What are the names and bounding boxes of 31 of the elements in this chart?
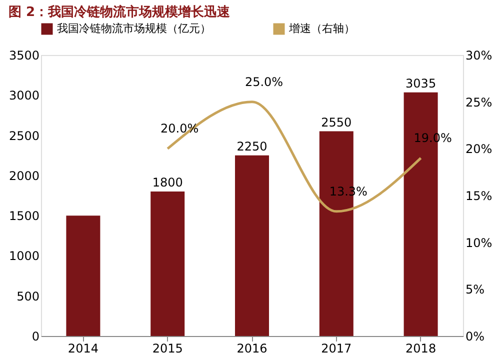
data-label: 2250 xyxy=(236,139,268,154)
data-label: 1800 xyxy=(152,175,183,190)
y-tick-label: 1000 xyxy=(8,249,40,264)
data-label: 2550 xyxy=(321,115,352,130)
chart-title: 图 2：我国冷链物流市场规模增长迅速 xyxy=(8,4,232,20)
y-tick-label: 3000 xyxy=(8,88,40,103)
y-tick-label: 500 xyxy=(16,289,40,304)
x-tick-label: 2016 xyxy=(236,342,268,356)
legend-label: 我国冷链物流市场规模（亿元） xyxy=(57,22,211,35)
y2-tick-label: 20% xyxy=(466,142,492,156)
y-tick-label: 0 xyxy=(32,330,40,344)
bar xyxy=(66,216,100,336)
y-tick-label: 3500 xyxy=(8,48,40,62)
legend-label: 增速（右轴） xyxy=(288,22,355,35)
y-tick-label: 1500 xyxy=(8,209,40,224)
x-tick-label: 2014 xyxy=(68,342,98,356)
y2-tick-label: 25% xyxy=(466,95,492,110)
y-tick-label: 2500 xyxy=(8,128,40,143)
x-tick-label: 2015 xyxy=(152,342,183,356)
x-tick-label: 2017 xyxy=(321,342,352,356)
bar xyxy=(150,191,185,336)
bar xyxy=(235,155,269,336)
data-label: 3035 xyxy=(406,76,436,90)
y2-tick-label: 30% xyxy=(466,48,492,62)
x-tick-label: 2018 xyxy=(406,342,436,356)
y2-tick-label: 10% xyxy=(466,236,492,250)
y2-tick-label: 5% xyxy=(466,282,485,297)
data-label: 25.0% xyxy=(244,74,284,89)
y2-tick-label: 15% xyxy=(466,189,492,203)
y2-tick-label: 0% xyxy=(466,330,485,344)
y-tick-label: 2000 xyxy=(8,168,40,183)
